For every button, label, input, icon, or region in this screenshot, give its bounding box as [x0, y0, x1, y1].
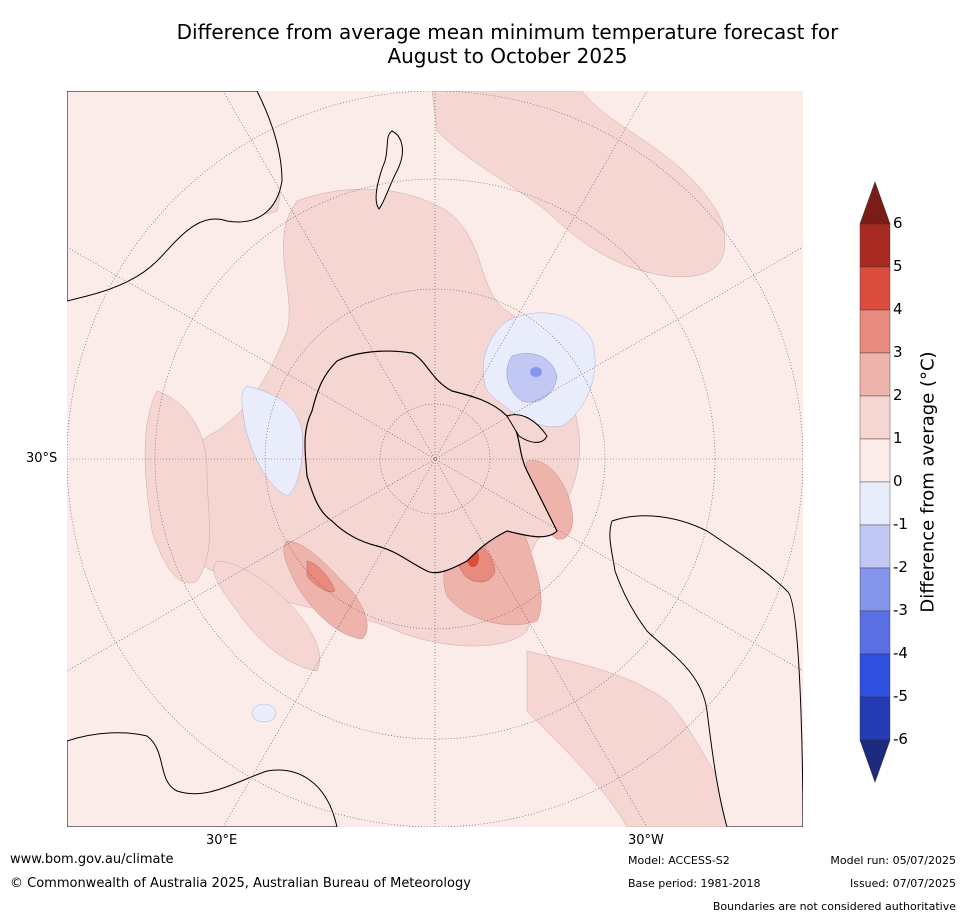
south-america-coastline	[609, 515, 803, 827]
colorbar-tick-label: -4	[893, 644, 908, 662]
colorbar-segment	[859, 309, 891, 354]
footer-website: www.bom.gov.au/climate	[10, 852, 174, 867]
australia-coastline	[67, 91, 283, 302]
colorbar-title-text: Difference from average (°C)	[917, 351, 939, 613]
colorbar-tick-label: 4	[893, 300, 903, 318]
longitude-label-30e: 30°E	[206, 833, 238, 848]
colorbar-tick-label: 1	[893, 429, 903, 447]
colorbar-tick-label: -1	[893, 515, 908, 533]
strong-cool-anomaly	[530, 367, 542, 377]
colorbar-segment	[859, 266, 891, 311]
footer-model-run: Model run: 05/07/2025	[830, 854, 956, 867]
strong-warm-anomaly-indian	[306, 560, 336, 593]
footer-base-period: Base period: 1981-2018	[628, 877, 761, 890]
colorbar-extend-high	[859, 181, 891, 225]
new-zealand-coastline	[375, 130, 403, 210]
polar-map	[67, 91, 803, 827]
colorbar-segment	[859, 223, 891, 268]
graticule	[67, 91, 803, 827]
colorbar-segment	[859, 395, 891, 440]
colorbar-segment	[859, 696, 891, 741]
colorbar-tick-label: 0	[893, 472, 903, 490]
colorbar-tick-label: 3	[893, 343, 903, 361]
latitude-label: 30°S	[26, 451, 58, 466]
footer-model: Model: ACCESS-S2	[628, 854, 730, 867]
colorbar-tick-label: 6	[893, 214, 903, 232]
colorbar-tick-label: -3	[893, 601, 908, 619]
colorbar-segment	[859, 438, 891, 483]
colorbar-extend-low	[859, 739, 891, 783]
antarctic-peninsula	[506, 414, 548, 443]
colorbar-segment	[859, 352, 891, 397]
title-line-2: August to October 2025	[387, 44, 628, 68]
colorbar-segment	[859, 653, 891, 698]
colorbar-tick-label: -2	[893, 558, 908, 576]
colorbar-tick-label: -6	[893, 730, 908, 748]
colorbar-segment	[859, 481, 891, 526]
cool-anomaly-west	[241, 385, 303, 497]
longitude-label-30w: 30°W	[628, 833, 664, 848]
colorbar-tick-label: -5	[893, 687, 908, 705]
chart-title: Difference from average mean minimum tem…	[60, 20, 955, 68]
footer-issued: Issued: 07/07/2025	[849, 877, 956, 890]
anomaly-region-southeast	[526, 650, 758, 827]
anomaly-region-west	[144, 390, 210, 584]
colorbar-segment	[859, 610, 891, 655]
colorbar	[859, 181, 891, 783]
colorbar-segment	[859, 524, 891, 569]
antarctica-coastline	[304, 350, 558, 574]
footer-disclaimer: Boundaries are not considered authoritat…	[712, 900, 956, 913]
footer-copyright: © Commonwealth of Australia 2025, Austra…	[10, 876, 471, 891]
africa-coastline	[67, 732, 338, 827]
colorbar-segment	[859, 567, 891, 612]
moderate-cool-anomaly	[506, 353, 558, 403]
anomaly-region-southwest-ocean	[213, 560, 320, 672]
cool-anomaly-south	[251, 703, 277, 723]
title-line-1: Difference from average mean minimum tem…	[176, 20, 839, 44]
anomaly-region-north	[431, 91, 726, 277]
colorbar-tick-label: 2	[893, 386, 903, 404]
colorbar-tick-label: 5	[893, 257, 903, 275]
